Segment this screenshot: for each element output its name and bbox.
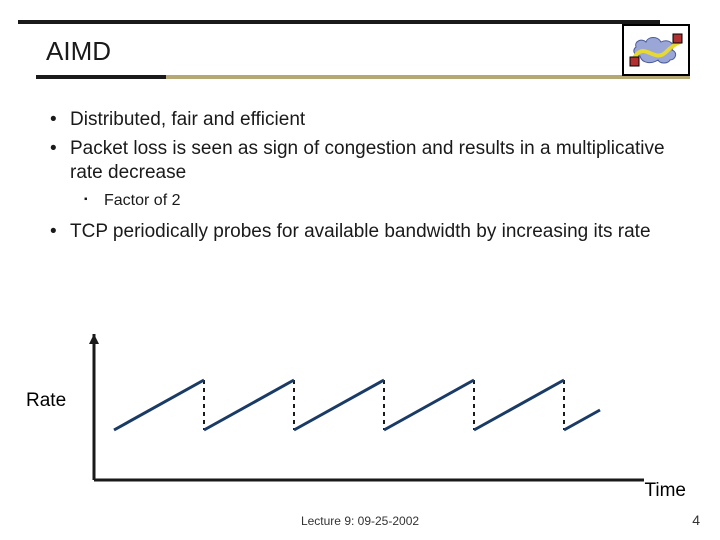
sawtooth-chart xyxy=(84,330,654,490)
course-logo xyxy=(622,24,690,76)
bullet-list: Distributed, fair and efficient Packet l… xyxy=(44,108,680,249)
y-axis-label: Rate xyxy=(26,390,66,412)
bullet-2: Packet loss is seen as sign of congestio… xyxy=(44,137,680,186)
header-top-rule xyxy=(18,20,660,24)
page-number: 4 xyxy=(692,512,700,528)
network-cloud-icon xyxy=(628,30,684,70)
footer-text: Lecture 9: 09-25-2002 xyxy=(0,514,720,528)
bullet-2-sub: Factor of 2 xyxy=(44,192,680,210)
x-axis-label: Time xyxy=(644,480,686,502)
title-underline xyxy=(36,75,690,79)
bullet-3: TCP periodically probes for available ba… xyxy=(44,220,680,245)
bullet-1: Distributed, fair and efficient xyxy=(44,108,680,133)
slide-title: AIMD xyxy=(46,36,111,67)
chart-svg xyxy=(84,330,644,490)
